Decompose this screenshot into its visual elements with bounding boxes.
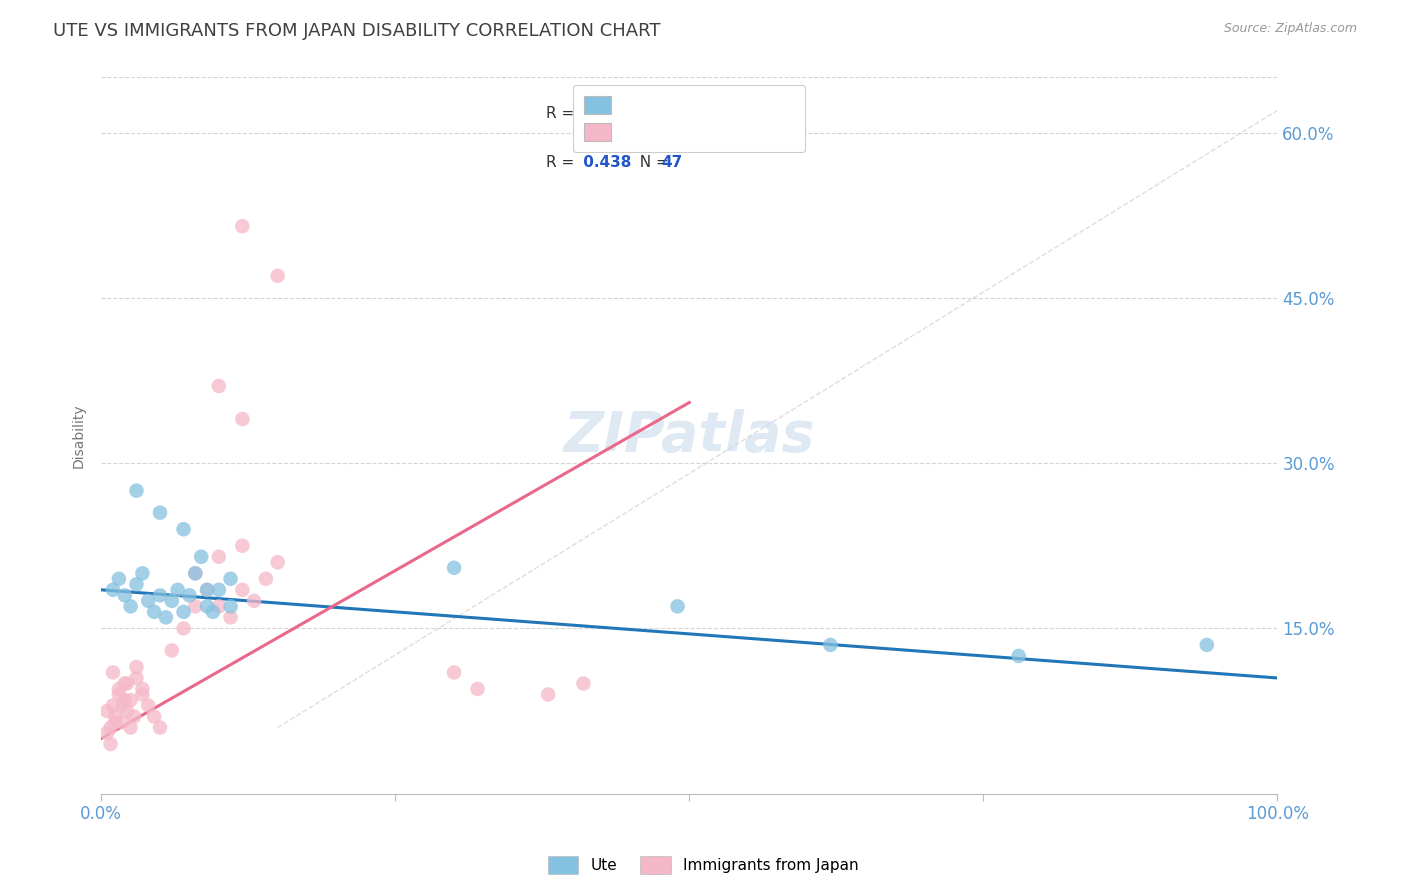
Text: -0.349: -0.349 xyxy=(578,106,633,121)
Point xyxy=(219,572,242,586)
Point xyxy=(111,714,134,729)
Point xyxy=(243,594,266,608)
Point xyxy=(108,572,131,586)
Point xyxy=(231,219,253,234)
Text: ZIPatlas: ZIPatlas xyxy=(564,409,815,463)
Point xyxy=(173,621,195,635)
Text: 47: 47 xyxy=(661,155,682,169)
Text: R =: R = xyxy=(546,106,579,121)
Text: 0.438: 0.438 xyxy=(578,155,631,169)
Point xyxy=(100,737,122,751)
Point xyxy=(120,693,142,707)
Point xyxy=(125,483,148,498)
Point xyxy=(820,638,842,652)
Point xyxy=(219,610,242,624)
Point xyxy=(120,721,142,735)
Point xyxy=(104,714,127,729)
Text: 30: 30 xyxy=(661,106,682,121)
Legend: Ute, Immigrants from Japan: Ute, Immigrants from Japan xyxy=(541,850,865,880)
Point xyxy=(572,676,595,690)
Point xyxy=(173,605,195,619)
Y-axis label: Disability: Disability xyxy=(72,403,86,468)
Text: N =: N = xyxy=(630,106,673,121)
Point xyxy=(266,555,288,569)
Point xyxy=(136,594,159,608)
Point xyxy=(104,709,127,723)
Point xyxy=(115,676,138,690)
Point xyxy=(120,599,142,614)
Point xyxy=(254,572,277,586)
Point xyxy=(208,379,231,393)
Point xyxy=(219,599,242,614)
Point xyxy=(125,671,148,685)
Point xyxy=(114,676,136,690)
Point xyxy=(101,698,124,713)
Point xyxy=(155,610,177,624)
Point xyxy=(195,599,218,614)
Point xyxy=(208,549,231,564)
Point xyxy=(201,605,224,619)
Point xyxy=(166,582,188,597)
Point xyxy=(160,643,183,657)
Point xyxy=(443,665,465,680)
Point xyxy=(111,698,134,713)
Point xyxy=(1195,638,1218,652)
Point xyxy=(143,605,166,619)
Point xyxy=(108,688,131,702)
Point xyxy=(101,665,124,680)
Point xyxy=(666,599,689,614)
Text: UTE VS IMMIGRANTS FROM JAPAN DISABILITY CORRELATION CHART: UTE VS IMMIGRANTS FROM JAPAN DISABILITY … xyxy=(53,22,661,40)
Point xyxy=(96,726,118,740)
Point xyxy=(131,681,153,696)
Point xyxy=(231,582,253,597)
Point xyxy=(443,561,465,575)
Point xyxy=(100,721,122,735)
Point xyxy=(1007,648,1029,663)
Point xyxy=(149,588,172,602)
Point xyxy=(115,704,138,718)
Point xyxy=(108,681,131,696)
Point xyxy=(537,688,560,702)
Point xyxy=(208,599,231,614)
Legend: , : , xyxy=(574,85,806,153)
Point xyxy=(184,599,207,614)
Point xyxy=(125,577,148,591)
Point xyxy=(173,522,195,536)
Point xyxy=(179,588,201,602)
Point xyxy=(136,698,159,713)
Point xyxy=(149,721,172,735)
Point xyxy=(231,412,253,426)
Point xyxy=(195,582,218,597)
Point xyxy=(96,704,118,718)
Text: R =: R = xyxy=(546,155,579,169)
Point xyxy=(114,588,136,602)
Point xyxy=(122,709,145,723)
Point xyxy=(184,566,207,581)
Point xyxy=(195,582,218,597)
Point xyxy=(208,582,231,597)
Point xyxy=(143,709,166,723)
Point xyxy=(467,681,489,696)
Point xyxy=(231,539,253,553)
Point xyxy=(184,566,207,581)
Point xyxy=(190,549,212,564)
Text: Source: ZipAtlas.com: Source: ZipAtlas.com xyxy=(1223,22,1357,36)
Point xyxy=(149,506,172,520)
Point xyxy=(114,693,136,707)
Point xyxy=(131,688,153,702)
Point xyxy=(125,660,148,674)
Point xyxy=(101,582,124,597)
Text: N =: N = xyxy=(630,155,673,169)
Point xyxy=(160,594,183,608)
Point xyxy=(266,268,288,283)
Point xyxy=(131,566,153,581)
